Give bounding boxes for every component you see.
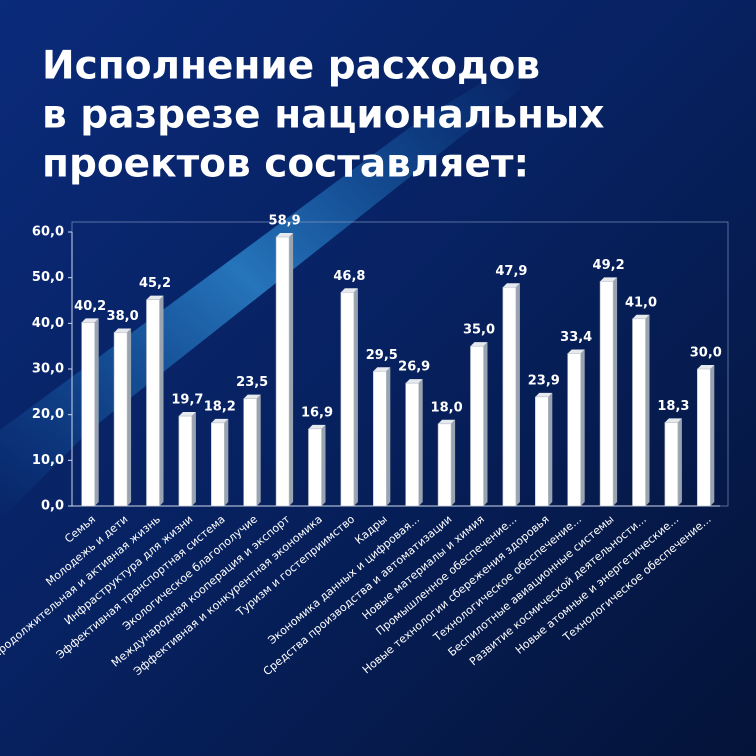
bar-top <box>502 283 520 288</box>
bar-top <box>340 288 358 293</box>
value-label: 18,2 <box>204 399 236 414</box>
bar-side <box>353 288 358 506</box>
bar-top <box>211 418 229 423</box>
bar-top <box>632 314 650 319</box>
bar <box>211 422 225 507</box>
bar-top <box>178 412 196 417</box>
value-label: 30,0 <box>690 346 722 361</box>
title-line: проектов составляет: <box>42 142 529 187</box>
bar-side <box>191 412 196 506</box>
bar <box>113 332 128 507</box>
value-label: 29,5 <box>366 348 398 363</box>
value-label: 47,9 <box>495 264 527 279</box>
bar-top <box>81 318 99 323</box>
value-label: 49,2 <box>593 258 625 273</box>
bar-top <box>567 349 585 354</box>
value-label: 33,4 <box>560 330 592 345</box>
bar-top <box>373 367 391 372</box>
value-label: 38,0 <box>107 309 139 324</box>
bar-side <box>677 418 682 506</box>
bar-side <box>321 424 326 506</box>
bar-side <box>224 418 229 506</box>
y-tick-label: 10,0 <box>32 453 64 468</box>
y-tick-label: 60,0 <box>32 225 64 240</box>
value-label: 18,0 <box>431 400 463 415</box>
title-line: Исполнение расходов <box>42 44 540 89</box>
value-label: 23,5 <box>236 375 268 390</box>
bar <box>664 422 679 507</box>
bar-top <box>470 342 488 347</box>
y-tick-label: 50,0 <box>32 270 64 285</box>
bar-top <box>438 419 456 424</box>
bar-side <box>289 233 294 507</box>
bar <box>567 353 582 507</box>
bar-side <box>613 277 618 506</box>
bar <box>470 345 484 507</box>
bar-top <box>308 424 326 429</box>
bar <box>534 396 549 507</box>
bar-top <box>146 295 164 300</box>
value-label: 35,0 <box>463 323 495 338</box>
value-label: 41,0 <box>625 295 657 310</box>
bar-top <box>114 328 132 333</box>
bar <box>599 281 614 507</box>
bar-side <box>548 392 553 506</box>
bar-side <box>451 419 456 506</box>
value-label: 46,8 <box>333 269 365 284</box>
y-tick-label: 0,0 <box>41 499 64 514</box>
light-streak <box>0 60 520 520</box>
bar-side <box>159 295 164 506</box>
bar-side <box>127 328 132 506</box>
bar <box>275 236 290 507</box>
bar <box>696 368 711 507</box>
bar <box>502 286 517 507</box>
bar-top <box>276 233 294 238</box>
bar <box>437 423 452 507</box>
bar <box>308 428 322 507</box>
y-tick-label: 30,0 <box>32 362 64 377</box>
bar-top <box>664 418 682 423</box>
bar <box>340 291 355 507</box>
bar-top <box>697 365 715 369</box>
bar-top <box>243 394 261 399</box>
value-label: 23,9 <box>528 373 560 388</box>
title-line: в разрезе национальных <box>42 93 604 138</box>
bar-side <box>386 367 391 506</box>
bar <box>146 299 160 507</box>
bar-top <box>405 379 423 384</box>
bar-side <box>256 394 261 506</box>
bar-side <box>94 318 99 506</box>
bar-side <box>580 349 585 506</box>
bar-side <box>710 365 715 506</box>
value-label: 18,3 <box>657 399 689 414</box>
y-tick-label: 20,0 <box>32 407 64 422</box>
bar-side <box>515 283 520 506</box>
bar-side <box>483 342 488 506</box>
value-label: 19,7 <box>171 393 203 408</box>
bar <box>632 318 646 507</box>
bar-side <box>645 314 650 506</box>
bar <box>372 370 387 507</box>
bar-top <box>600 277 618 282</box>
y-tick-label: 40,0 <box>32 316 64 331</box>
bar <box>178 415 193 507</box>
bar <box>243 398 257 507</box>
bar-top <box>535 392 553 397</box>
value-label: 16,9 <box>301 405 333 420</box>
bar-side <box>418 379 423 506</box>
value-label: 58,9 <box>269 214 301 229</box>
bar <box>405 382 420 507</box>
bar <box>81 322 95 507</box>
value-label: 40,2 <box>74 299 106 314</box>
value-label: 26,9 <box>398 360 430 375</box>
value-label: 45,2 <box>139 276 171 291</box>
